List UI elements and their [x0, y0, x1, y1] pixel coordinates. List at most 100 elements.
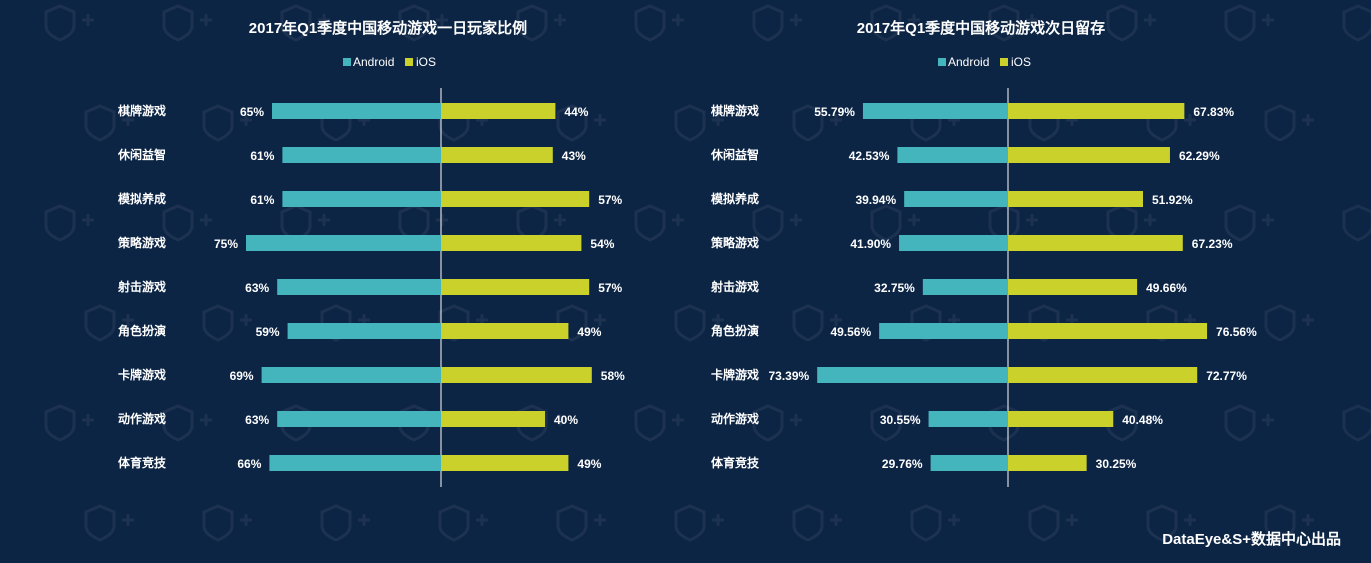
watermark-tile — [162, 404, 212, 442]
value-label-ios: 49% — [577, 457, 601, 471]
legend-label-android: Android — [948, 55, 989, 69]
bar-android — [282, 191, 441, 207]
watermark-tile — [84, 504, 134, 542]
watermark-tile — [674, 104, 724, 142]
watermark-tile — [910, 504, 960, 542]
watermark-tile — [1224, 4, 1274, 42]
value-label-android: 29.76% — [882, 457, 923, 471]
legend-swatch-android — [343, 58, 351, 66]
value-label-ios: 62.29% — [1179, 149, 1220, 163]
value-label-ios: 43% — [562, 149, 586, 163]
chart-title: 2017年Q1季度中国移动游戏一日玩家比例 — [249, 19, 527, 37]
bar-android — [287, 323, 441, 339]
watermark-tile — [634, 204, 684, 242]
watermark-tile — [1342, 204, 1371, 242]
bar-android — [862, 103, 1008, 119]
category-label: 策略游戏 — [118, 235, 166, 250]
bar-android — [817, 367, 1008, 383]
bar-android — [261, 367, 441, 383]
watermark-tile — [1028, 504, 1078, 542]
category-label: 体育竞技 — [711, 455, 760, 470]
watermark-tile — [44, 4, 94, 42]
watermark-tile — [556, 104, 606, 142]
watermark-tile — [1264, 104, 1314, 142]
category-label: 角色扮演 — [118, 323, 166, 338]
category-label: 射击游戏 — [117, 279, 166, 294]
watermark-tile — [1264, 304, 1314, 342]
watermark-tile — [752, 4, 802, 42]
value-label-ios: 57% — [598, 281, 622, 295]
value-label-ios: 67.83% — [1193, 105, 1234, 119]
bar-ios — [441, 455, 569, 471]
value-label-android: 73.39% — [768, 369, 809, 383]
value-label-android: 61% — [250, 193, 274, 207]
watermark-tile — [870, 204, 920, 242]
category-label: 射击游戏 — [710, 279, 759, 294]
legend-label-android: Android — [353, 55, 394, 69]
legend-label-ios: iOS — [1011, 55, 1031, 69]
bar-android — [904, 191, 1008, 207]
category-label: 卡牌游戏 — [711, 367, 759, 382]
legend-swatch-ios — [1000, 58, 1008, 66]
value-label-android: 69% — [230, 369, 254, 383]
category-label: 体育竞技 — [118, 455, 167, 470]
watermark-tile — [280, 4, 330, 42]
watermark-tile — [792, 504, 842, 542]
bar-android — [899, 235, 1008, 251]
category-label: 休闲益智 — [710, 147, 759, 162]
watermark-tile — [1146, 104, 1196, 142]
watermark-tile — [674, 504, 724, 542]
watermark-tile — [1264, 504, 1314, 542]
bar-ios — [1008, 367, 1198, 383]
value-label-android: 39.94% — [855, 193, 896, 207]
bar-android — [928, 411, 1008, 427]
value-label-android: 63% — [245, 281, 269, 295]
bar-ios — [1008, 323, 1208, 339]
watermark-tile — [84, 304, 134, 342]
watermark-tile — [634, 404, 684, 442]
watermark-tile — [84, 104, 134, 142]
watermark-tile — [320, 504, 370, 542]
bar-ios — [1008, 279, 1138, 295]
watermark-tile — [1224, 204, 1274, 242]
value-label-ios: 49% — [577, 325, 601, 339]
value-label-android: 32.75% — [874, 281, 915, 295]
bar-ios — [441, 323, 569, 339]
watermark-tile — [162, 204, 212, 242]
value-label-android: 66% — [237, 457, 261, 471]
bar-android — [246, 235, 441, 251]
value-label-ios: 58% — [601, 369, 625, 383]
category-label: 休闲益智 — [117, 147, 166, 162]
value-label-ios: 30.25% — [1096, 457, 1137, 471]
watermark-tile — [202, 504, 252, 542]
bar-ios — [441, 103, 556, 119]
bar-ios — [441, 191, 590, 207]
category-label: 卡牌游戏 — [118, 367, 166, 382]
bar-ios — [1008, 411, 1114, 427]
value-label-ios: 49.66% — [1146, 281, 1187, 295]
chart-next-day-retention: 2017年Q1季度中国移动游戏次日留存 Android iOS 棋牌游戏 55.79% 6… — [710, 19, 1257, 487]
category-label: 模拟养成 — [118, 191, 166, 206]
watermark-tile — [634, 4, 684, 42]
watermark-tile — [516, 4, 566, 42]
bar-ios — [1008, 103, 1185, 119]
watermark-tile — [792, 104, 842, 142]
watermark-tile — [398, 4, 448, 42]
watermark-tile — [674, 304, 724, 342]
footer-credit: DataEye&S+数据中心出品 — [1162, 531, 1341, 548]
bar-ios — [441, 279, 590, 295]
watermark-tile — [1106, 404, 1156, 442]
value-label-android: 59% — [256, 325, 280, 339]
watermark-tile — [516, 404, 566, 442]
value-label-ios: 76.56% — [1216, 325, 1257, 339]
bar-android — [277, 411, 441, 427]
bar-ios — [1008, 455, 1087, 471]
legend-label-ios: iOS — [416, 55, 436, 69]
value-label-android: 63% — [245, 413, 269, 427]
chart-title: 2017年Q1季度中国移动游戏次日留存 — [857, 19, 1105, 37]
watermark-tile — [1106, 4, 1156, 42]
watermark-tile — [162, 4, 212, 42]
watermark-tile — [1342, 4, 1371, 42]
watermark-tile — [752, 204, 802, 242]
watermark-tile — [870, 4, 920, 42]
